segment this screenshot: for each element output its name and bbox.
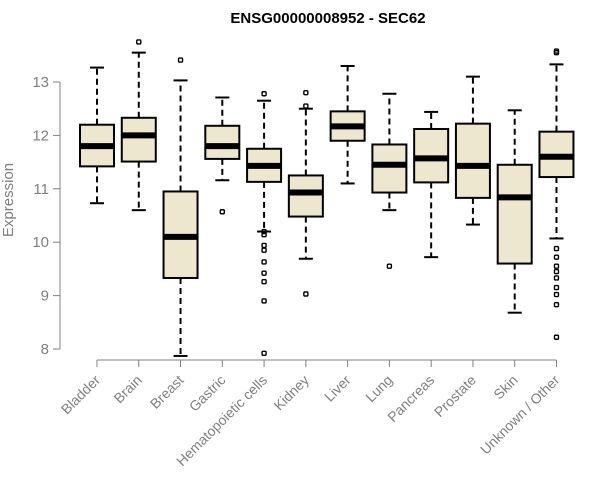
outlier-point xyxy=(177,57,184,63)
box-brain xyxy=(120,39,157,212)
outlier-point xyxy=(553,284,560,291)
iqr-box xyxy=(204,124,241,160)
outlier-point xyxy=(386,263,393,269)
box-kidney xyxy=(287,89,324,297)
iqr-box xyxy=(120,116,157,163)
outlier-point xyxy=(261,350,267,356)
x-tick-label: Kidney xyxy=(270,372,312,414)
outlier-point xyxy=(261,270,267,276)
outlier-point xyxy=(261,232,267,238)
outlier-point xyxy=(553,245,560,252)
outlier-point xyxy=(553,263,560,269)
x-tick-label: Prostate xyxy=(431,372,479,420)
box-gastric xyxy=(204,96,241,215)
y-axis-label: Expression xyxy=(0,163,17,237)
outlier-point xyxy=(261,298,267,304)
x-tick-label: Skin xyxy=(490,372,521,403)
x-tick-label: Liver xyxy=(321,372,354,405)
outlier-point xyxy=(261,91,267,97)
box-bladder xyxy=(79,66,115,205)
outlier-point xyxy=(303,89,309,96)
y-tick-label: 12 xyxy=(32,127,49,144)
outlier-point xyxy=(553,254,560,260)
box-skin xyxy=(496,109,533,314)
outlier-point xyxy=(303,103,309,109)
outlier-point xyxy=(261,259,267,265)
box-unknown-other xyxy=(538,48,575,340)
outlier-point xyxy=(553,301,560,308)
outlier-point xyxy=(261,279,267,285)
outlier-point xyxy=(553,275,560,281)
box-pancreas xyxy=(413,110,450,259)
iqr-box xyxy=(496,163,533,265)
outlier-point xyxy=(219,209,226,215)
outlier-point xyxy=(261,228,267,235)
box-lung xyxy=(371,92,408,269)
x-tick-label: Unknown / Other xyxy=(477,372,563,458)
x-tick-label: Breast xyxy=(147,372,187,412)
outlier-point xyxy=(553,49,560,56)
iqr-box xyxy=(371,143,408,194)
chart-title: ENSG00000008952 - SEC62 xyxy=(230,10,425,27)
x-tick-label: Bladder xyxy=(58,372,104,418)
box-hematopoietic-cells xyxy=(246,91,283,356)
y-tick-label: 13 xyxy=(32,74,49,91)
iqr-box xyxy=(454,122,491,199)
y-axis: 8 9 10 11 12 13 xyxy=(32,74,61,358)
outlier-point xyxy=(136,39,142,45)
outlier-point xyxy=(553,268,560,275)
box-breast xyxy=(162,57,199,357)
x-tick-label: Lung xyxy=(362,372,395,405)
box-liver xyxy=(329,64,366,185)
x-tick-label: Brain xyxy=(110,372,144,406)
outlier-point xyxy=(261,242,267,249)
y-tick-label: 10 xyxy=(32,234,49,251)
y-tick-label: 9 xyxy=(41,288,49,305)
outlier-point xyxy=(553,334,560,340)
outlier-point xyxy=(261,247,267,253)
outlier-point xyxy=(553,291,560,298)
iqr-box xyxy=(287,174,324,218)
y-tick-label: 8 xyxy=(41,341,49,358)
y-tick-label: 11 xyxy=(33,181,49,198)
plot-area xyxy=(79,39,575,357)
box-prostate xyxy=(454,75,491,226)
outlier-point xyxy=(303,291,309,297)
